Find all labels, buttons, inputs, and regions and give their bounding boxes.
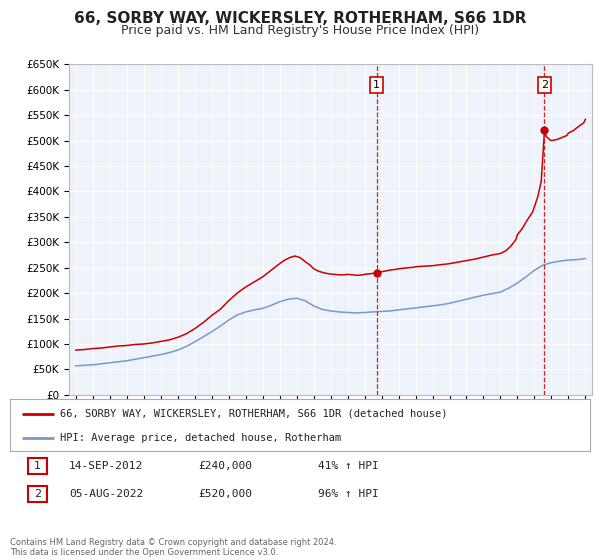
Text: 1: 1 [373,80,380,90]
Text: £240,000: £240,000 [198,461,252,471]
Text: 2: 2 [34,489,41,499]
Text: Contains HM Land Registry data © Crown copyright and database right 2024.
This d: Contains HM Land Registry data © Crown c… [10,538,337,557]
Text: HPI: Average price, detached house, Rotherham: HPI: Average price, detached house, Roth… [59,433,341,443]
Text: 2: 2 [541,80,548,90]
Text: Price paid vs. HM Land Registry's House Price Index (HPI): Price paid vs. HM Land Registry's House … [121,24,479,36]
Text: 1: 1 [34,461,41,471]
Text: 96% ↑ HPI: 96% ↑ HPI [318,489,379,499]
Text: 66, SORBY WAY, WICKERSLEY, ROTHERHAM, S66 1DR: 66, SORBY WAY, WICKERSLEY, ROTHERHAM, S6… [74,11,526,26]
Text: 05-AUG-2022: 05-AUG-2022 [69,489,143,499]
Text: 66, SORBY WAY, WICKERSLEY, ROTHERHAM, S66 1DR (detached house): 66, SORBY WAY, WICKERSLEY, ROTHERHAM, S6… [59,409,447,419]
Text: 41% ↑ HPI: 41% ↑ HPI [318,461,379,471]
Text: 14-SEP-2012: 14-SEP-2012 [69,461,143,471]
Text: £520,000: £520,000 [198,489,252,499]
